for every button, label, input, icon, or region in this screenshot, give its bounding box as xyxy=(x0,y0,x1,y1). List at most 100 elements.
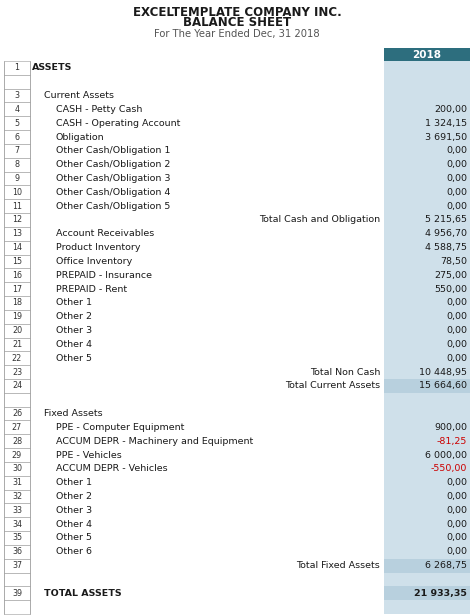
Text: Other 1: Other 1 xyxy=(56,478,92,487)
Bar xyxy=(384,310,470,323)
Bar xyxy=(384,75,470,89)
Bar xyxy=(4,296,30,310)
Bar xyxy=(4,365,30,379)
Bar xyxy=(4,172,30,185)
Bar xyxy=(384,282,470,296)
Text: 4 588,75: 4 588,75 xyxy=(425,243,467,252)
Text: 0,00: 0,00 xyxy=(446,312,467,322)
Bar xyxy=(384,407,470,421)
Text: 32: 32 xyxy=(12,492,22,501)
Bar xyxy=(384,545,470,559)
Bar xyxy=(4,310,30,323)
Bar xyxy=(4,158,30,172)
Text: PREPAID - Rent: PREPAID - Rent xyxy=(56,285,127,294)
Bar xyxy=(4,130,30,144)
Text: Other 2: Other 2 xyxy=(56,312,92,322)
Text: 37: 37 xyxy=(12,561,22,570)
Text: 0,00: 0,00 xyxy=(446,298,467,307)
Text: 35: 35 xyxy=(12,533,22,543)
Bar xyxy=(4,75,30,89)
Bar xyxy=(4,545,30,559)
Text: PPE - Vehicles: PPE - Vehicles xyxy=(56,450,122,460)
Text: -81,25: -81,25 xyxy=(437,437,467,446)
Text: 27: 27 xyxy=(12,423,22,432)
Bar xyxy=(4,572,30,586)
Text: 0,00: 0,00 xyxy=(446,478,467,487)
Text: 34: 34 xyxy=(12,520,22,529)
Bar xyxy=(384,421,470,434)
Text: 0,00: 0,00 xyxy=(446,520,467,529)
Bar xyxy=(4,476,30,490)
Bar xyxy=(384,338,470,351)
Text: Other 3: Other 3 xyxy=(56,326,92,335)
Text: 19: 19 xyxy=(12,312,22,322)
Bar xyxy=(384,102,470,116)
Bar xyxy=(4,434,30,448)
Text: Other 1: Other 1 xyxy=(56,298,92,307)
Bar xyxy=(4,61,30,75)
Text: Total Current Assets: Total Current Assets xyxy=(285,381,380,391)
Text: 0,00: 0,00 xyxy=(446,160,467,169)
Text: Other Cash/Obligation 1: Other Cash/Obligation 1 xyxy=(56,147,170,155)
Bar xyxy=(384,172,470,185)
Text: 26: 26 xyxy=(12,409,22,418)
Bar xyxy=(384,434,470,448)
Text: 0,00: 0,00 xyxy=(446,354,467,363)
Bar xyxy=(4,531,30,545)
Bar xyxy=(384,476,470,490)
Bar xyxy=(4,254,30,269)
Text: 6 000,00: 6 000,00 xyxy=(425,450,467,460)
Bar xyxy=(384,227,470,241)
Text: Other 4: Other 4 xyxy=(56,520,92,529)
Bar xyxy=(384,503,470,517)
Text: PPE - Computer Equipment: PPE - Computer Equipment xyxy=(56,423,184,432)
Text: 0,00: 0,00 xyxy=(446,506,467,515)
Bar xyxy=(384,393,470,407)
Text: Other Cash/Obligation 2: Other Cash/Obligation 2 xyxy=(56,160,170,169)
Text: Total Fixed Assets: Total Fixed Assets xyxy=(296,561,380,570)
Text: Other 2: Other 2 xyxy=(56,492,92,501)
Text: 16: 16 xyxy=(12,271,22,280)
Text: Other 5: Other 5 xyxy=(56,354,92,363)
Text: 39: 39 xyxy=(12,589,22,598)
Text: Product Inventory: Product Inventory xyxy=(56,243,140,252)
Text: 4 956,70: 4 956,70 xyxy=(425,229,467,238)
Bar xyxy=(4,559,30,572)
Bar xyxy=(4,213,30,227)
Text: 0,00: 0,00 xyxy=(446,188,467,197)
Bar xyxy=(384,586,470,600)
Bar xyxy=(384,600,470,614)
Text: 33: 33 xyxy=(12,506,22,515)
Bar xyxy=(4,144,30,158)
Bar xyxy=(384,531,470,545)
Text: 6 268,75: 6 268,75 xyxy=(425,561,467,570)
Text: 275,00: 275,00 xyxy=(434,271,467,280)
Bar xyxy=(4,379,30,393)
Text: 5: 5 xyxy=(14,119,19,128)
Bar xyxy=(4,241,30,254)
Bar xyxy=(384,559,470,572)
Text: 900,00: 900,00 xyxy=(434,423,467,432)
Text: 1: 1 xyxy=(15,63,19,73)
Text: PREPAID - Insurance: PREPAID - Insurance xyxy=(56,271,152,280)
Text: Account Receivables: Account Receivables xyxy=(56,229,154,238)
Bar xyxy=(4,185,30,199)
Text: 2018: 2018 xyxy=(412,49,441,60)
Bar xyxy=(4,89,30,102)
Text: Total Cash and Obligation: Total Cash and Obligation xyxy=(259,216,380,224)
Text: Office Inventory: Office Inventory xyxy=(56,257,132,266)
Text: BALANCE SHEET: BALANCE SHEET xyxy=(183,17,291,30)
Text: 20: 20 xyxy=(12,326,22,335)
Text: 36: 36 xyxy=(12,547,22,556)
Bar xyxy=(4,503,30,517)
Bar xyxy=(4,199,30,213)
Bar xyxy=(384,517,470,531)
Text: 7: 7 xyxy=(14,147,19,155)
Bar xyxy=(384,351,470,365)
Text: 18: 18 xyxy=(12,298,22,307)
Bar xyxy=(384,199,470,213)
Bar xyxy=(4,586,30,600)
Text: Fixed Assets: Fixed Assets xyxy=(44,409,103,418)
Text: 0,00: 0,00 xyxy=(446,340,467,349)
Text: 9: 9 xyxy=(14,174,19,183)
